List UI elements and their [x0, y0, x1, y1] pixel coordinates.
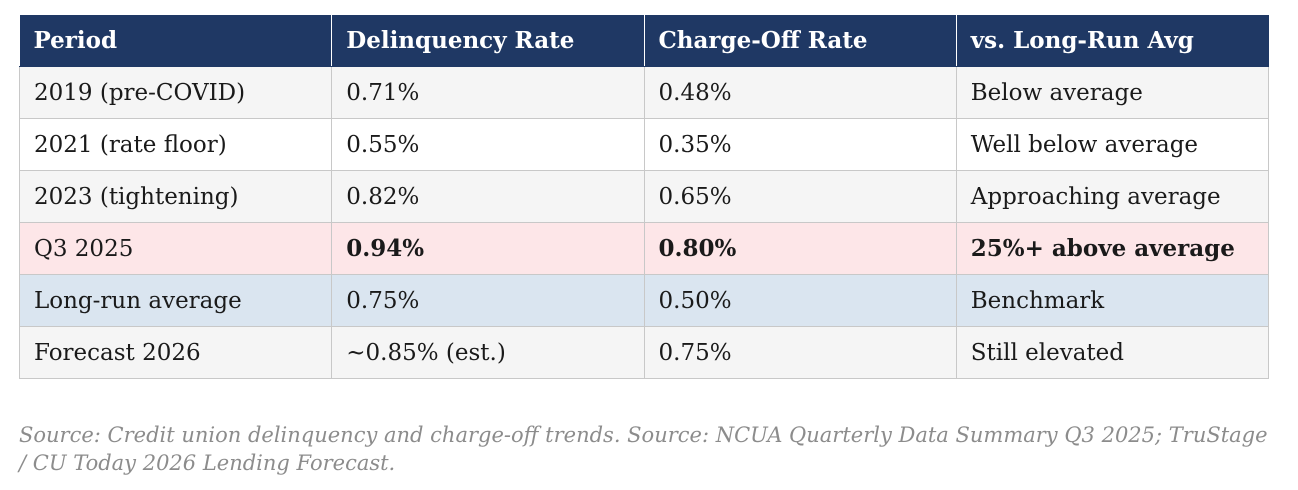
cell-delinquency-rate: 0.55% [331, 118, 645, 171]
cell-charge-off-rate: 0.50% [643, 274, 957, 327]
cell-vs-long-run-avg: Benchmark [955, 274, 1270, 327]
cell-vs-long-run-avg: Approaching average [955, 170, 1270, 223]
cell-charge-off-rate: 0.65% [643, 170, 957, 223]
cell-period: 2023 (tightening) [18, 170, 333, 223]
cell-vs-long-run-avg: 25%+ above average [955, 222, 1270, 275]
cell-period: 2019 (pre-COVID) [18, 66, 333, 119]
table-row: Forecast 2026 ~0.85% (est.) 0.75% Still … [18, 326, 1270, 379]
delinquency-table: Period Delinquency Rate Charge-Off Rate … [18, 15, 1270, 379]
cell-delinquency-rate: 0.75% [331, 274, 645, 327]
table-row: 2021 (rate floor) 0.55% 0.35% Well below… [18, 118, 1270, 171]
cell-charge-off-rate: 0.48% [643, 66, 957, 119]
cell-period: 2021 (rate floor) [18, 118, 333, 171]
cell-charge-off-rate: 0.80% [643, 222, 957, 275]
header-delinquency-rate: Delinquency Rate [331, 15, 645, 67]
cell-period: Q3 2025 [18, 222, 333, 275]
cell-delinquency-rate: 0.94% [331, 222, 645, 275]
cell-vs-long-run-avg: Below average [955, 66, 1270, 119]
cell-period: Forecast 2026 [18, 326, 333, 379]
table-header-row: Period Delinquency Rate Charge-Off Rate … [19, 15, 1269, 67]
cell-period: Long-run average [18, 274, 333, 327]
source-note: Source: Credit union delinquency and cha… [19, 423, 1268, 475]
cell-charge-off-rate: 0.35% [643, 118, 957, 171]
header-vs-long-run-avg: vs. Long-Run Avg [956, 15, 1269, 67]
table-row-highlighted: Q3 2025 0.94% 0.80% 25%+ above average [18, 222, 1270, 275]
header-charge-off-rate: Charge-Off Rate [644, 15, 957, 67]
table-row: 2023 (tightening) 0.82% 0.65% Approachin… [18, 170, 1270, 223]
header-period: Period [19, 15, 333, 67]
cell-vs-long-run-avg: Still elevated [955, 326, 1270, 379]
table-row-benchmark: Long-run average 0.75% 0.50% Benchmark [18, 274, 1270, 327]
cell-charge-off-rate: 0.75% [643, 326, 957, 379]
cell-delinquency-rate: 0.71% [331, 66, 645, 119]
cell-delinquency-rate: 0.82% [331, 170, 645, 223]
table-row: 2019 (pre-COVID) 0.71% 0.48% Below avera… [18, 66, 1270, 119]
cell-delinquency-rate: ~0.85% (est.) [331, 326, 645, 379]
cell-vs-long-run-avg: Well below average [955, 118, 1270, 171]
